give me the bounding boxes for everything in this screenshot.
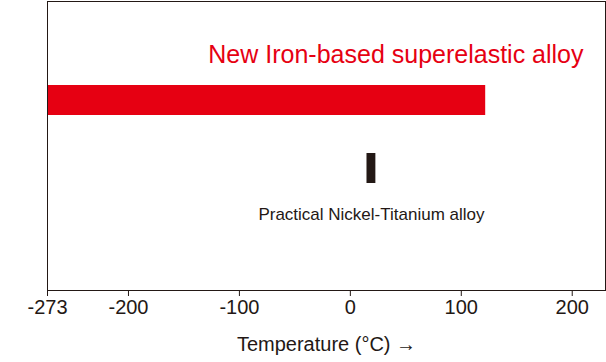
svg-text:Practical Nickel-Titanium allo: Practical Nickel-Titanium alloy	[258, 205, 485, 224]
svg-text:0: 0	[345, 296, 356, 318]
svg-text:New Iron-based superelastic al: New Iron-based superelastic alloy	[208, 40, 584, 68]
svg-text:-100: -100	[219, 296, 259, 318]
svg-text:Temperature (°C) →: Temperature (°C) →	[237, 333, 416, 355]
svg-text:-273: -273	[27, 296, 67, 318]
svg-text:-200: -200	[108, 296, 148, 318]
svg-text:100: 100	[445, 296, 478, 318]
svg-text:200: 200	[556, 296, 589, 318]
